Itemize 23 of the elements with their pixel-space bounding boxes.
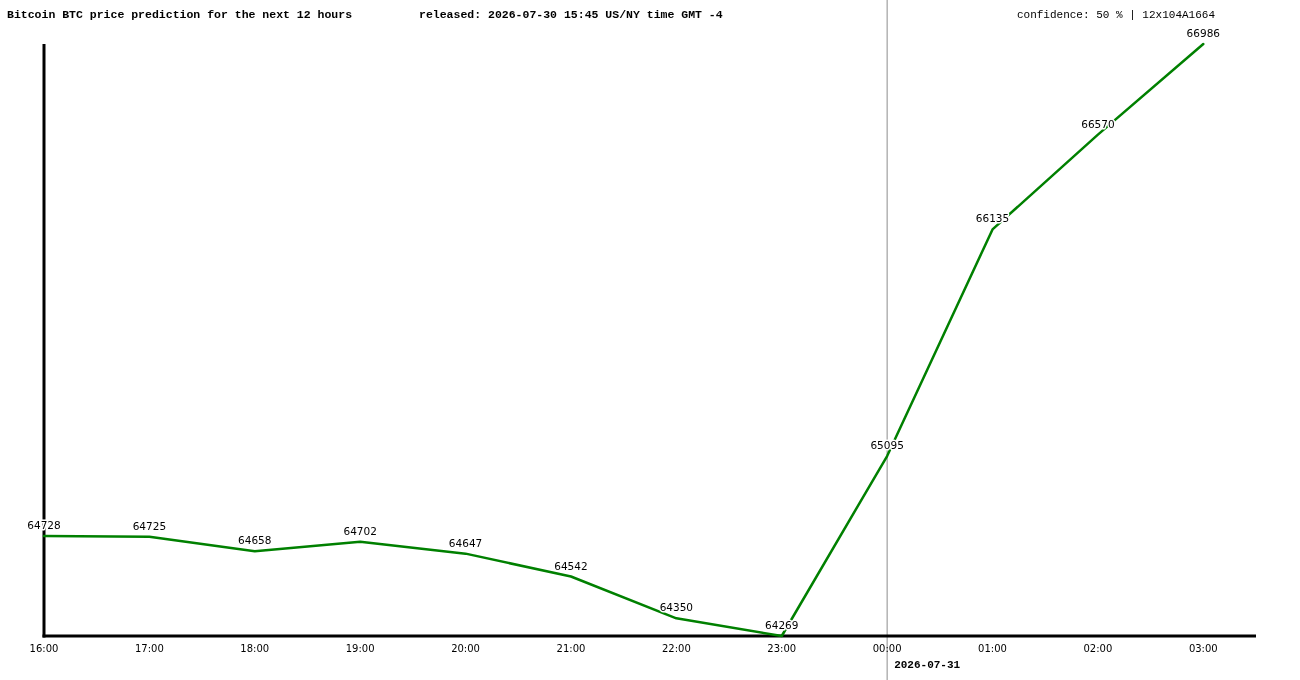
- chart-title: Bitcoin BTC price prediction for the next 12 hours: [7, 8, 353, 21]
- data-label: 64725: [132, 519, 167, 532]
- ref-line-label: 2026-07-31: [894, 659, 961, 671]
- x-tick-label: 18:00: [240, 643, 270, 654]
- text: confidence: 50 % | 12x104A1664: [1016, 9, 1216, 21]
- data-label: 64542: [554, 559, 588, 572]
- x-tick-label: 19:00: [345, 643, 375, 654]
- data-label: 64350: [659, 601, 694, 614]
- x-tick-label: 01:00: [978, 643, 1007, 654]
- x-tick-label: 00:00: [872, 643, 902, 654]
- data-label: 64658: [238, 534, 272, 547]
- x-tick-label: 17:00: [134, 643, 164, 654]
- data-label: 66986: [1186, 27, 1221, 39]
- x-tick-label: 02:00: [1083, 643, 1113, 654]
- chart-subtitle: released: 2026-07-30 15:45 US/NY time GMT -4: [419, 8, 723, 21]
- x-tick-label: 16:00: [29, 643, 59, 654]
- x-tick-label: 21:00: [556, 643, 586, 654]
- data-label: 64647: [448, 536, 483, 549]
- x-tick-label: 03:00: [1188, 643, 1218, 654]
- x-tick-label: 23:00: [767, 643, 797, 654]
- x-tick-label: 22:00: [661, 643, 691, 654]
- x-tick-label: 20:00: [451, 643, 480, 654]
- data-label: 64702: [343, 524, 377, 537]
